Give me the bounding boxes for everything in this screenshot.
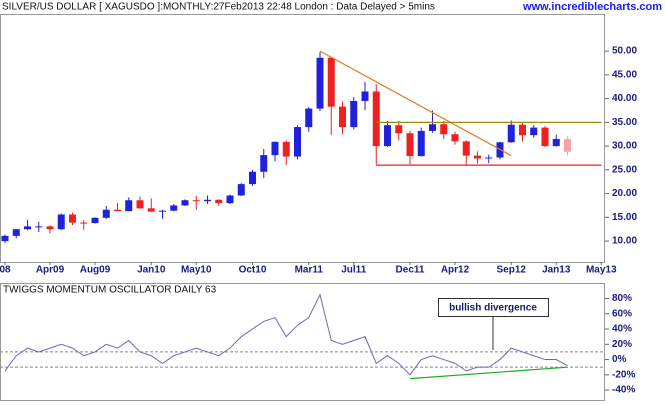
x-tick-label: Dec11 xyxy=(396,265,425,276)
candle-body xyxy=(530,127,538,136)
candle-body xyxy=(46,226,54,230)
y-tick-label: 0% xyxy=(612,354,627,365)
candle-body xyxy=(282,141,290,157)
y-tick-label: 15.00 xyxy=(612,212,637,223)
x-tick-label: Jan13 xyxy=(542,265,571,276)
x-tick-label: Aug09 xyxy=(80,265,111,276)
oscillator-panel xyxy=(0,283,605,401)
y-tick-label: 25.00 xyxy=(612,164,637,175)
chart-title: SILVER/US DOLLAR [ XAGUSDO ]:MONTHLY:27F… xyxy=(2,2,435,13)
candle-body xyxy=(507,124,515,143)
candle-body xyxy=(80,222,88,224)
x-tick-label: Oct10 xyxy=(239,265,267,276)
candle-body xyxy=(406,133,414,157)
candle-body xyxy=(91,217,99,224)
candle-body xyxy=(204,199,211,202)
y-tick-label: 45.00 xyxy=(612,69,637,80)
candle-body xyxy=(440,124,448,135)
y-tick-label: 35.00 xyxy=(612,117,637,128)
y-tick-label: 80% xyxy=(612,293,632,304)
candle-body xyxy=(69,214,76,223)
y-tick-label: 30.00 xyxy=(612,141,637,152)
candle-body xyxy=(147,208,155,212)
candle-body xyxy=(339,106,346,128)
candle-body xyxy=(429,124,436,131)
candle-body xyxy=(136,200,144,209)
y-tick-label: 10.00 xyxy=(612,236,637,247)
candle-body xyxy=(564,138,571,152)
oscillator-title: TWIGGS MOMENTUM OSCILLATOR DAILY 63 xyxy=(3,285,217,296)
x-tick-label: May13 xyxy=(586,265,617,276)
candle-body xyxy=(271,141,279,156)
x-tick-label: Mar11 xyxy=(295,265,324,276)
candle-body xyxy=(519,124,526,136)
y-tick-label: 60% xyxy=(612,308,632,319)
candle-body xyxy=(384,125,391,147)
y-tick-label: 20.00 xyxy=(612,188,637,199)
trend-line xyxy=(409,366,568,380)
candle-body xyxy=(552,138,560,147)
site-link[interactable]: www.incrediblecharts.com xyxy=(522,1,662,13)
x-tick-label: Jul11 xyxy=(341,265,366,276)
candle-body xyxy=(114,209,121,212)
x-tick-label: 08 xyxy=(0,265,11,276)
candle-body xyxy=(57,214,65,230)
candle-body xyxy=(462,141,470,156)
candle-body xyxy=(192,200,200,202)
x-tick-label: Apr09 xyxy=(36,265,65,276)
candle-body xyxy=(215,199,223,204)
candle-body xyxy=(395,125,403,134)
annotation-box xyxy=(438,298,549,317)
candle-body xyxy=(237,184,245,196)
candle-body xyxy=(181,200,189,206)
y-tick-label: 40% xyxy=(612,324,632,335)
trend-line xyxy=(319,50,512,157)
oscillator-line xyxy=(4,293,568,376)
candle-body xyxy=(361,91,369,101)
candle-body xyxy=(316,57,324,109)
candle-body xyxy=(12,229,20,236)
candle-body xyxy=(102,209,110,218)
candle-body xyxy=(249,171,256,185)
candle-body xyxy=(1,235,9,242)
y-tick-label: -40% xyxy=(612,385,635,396)
candle-body xyxy=(170,205,178,211)
candle-body xyxy=(35,226,43,228)
annotation: bullish divergence xyxy=(449,303,537,314)
candle-body xyxy=(541,127,549,147)
candle-body xyxy=(474,155,481,159)
x-tick-label: Sep12 xyxy=(497,265,527,276)
candle-body xyxy=(125,200,133,212)
x-tick-label: Jan10 xyxy=(137,265,166,276)
candle-body xyxy=(451,134,459,142)
y-tick-label: 20% xyxy=(612,339,632,350)
candle-body xyxy=(305,108,313,128)
x-tick-label: Apr12 xyxy=(441,265,470,276)
candle-body xyxy=(327,57,335,107)
candle-body xyxy=(350,100,358,128)
y-tick-label: 40.00 xyxy=(612,93,637,104)
candle-body xyxy=(24,226,31,230)
candle-body xyxy=(226,195,234,204)
x-tick-label: May10 xyxy=(181,265,212,276)
candle-body xyxy=(372,91,380,147)
candle-body xyxy=(294,127,301,157)
y-tick-label: -20% xyxy=(612,369,635,380)
candle-body xyxy=(159,210,166,212)
candle-body xyxy=(485,157,493,159)
y-tick-label: 50.00 xyxy=(612,46,637,57)
main-panel xyxy=(0,14,605,263)
candle-body xyxy=(260,155,268,172)
candle-body xyxy=(417,130,425,157)
